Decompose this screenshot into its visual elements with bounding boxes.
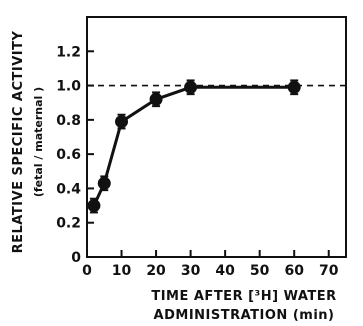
- x-tick-label: 70: [319, 263, 339, 279]
- y-tick-label: 1.2: [56, 44, 81, 60]
- data-point: [149, 92, 163, 106]
- y-axis-title: RELATIVE SPECIFIC ACTIVITY: [11, 31, 26, 254]
- data-point: [115, 115, 129, 129]
- x-tick-label: 40: [215, 263, 235, 279]
- x-axis-subtitle: ADMINISTRATION (min): [154, 308, 335, 323]
- data-point: [97, 176, 111, 190]
- x-tick-label: 50: [250, 263, 270, 279]
- x-axis-title-part: TIME AFTER [³H] WATER: [151, 289, 336, 304]
- series-line: [92, 85, 295, 207]
- x-axis-title: TIME AFTER [³H] WATER: [151, 289, 336, 304]
- series-layer: [87, 79, 301, 214]
- y-tick-label: 0.2: [56, 216, 81, 232]
- y-tick-label: 0.6: [56, 147, 81, 163]
- plot-frame: [86, 16, 347, 258]
- x-tick-label: 10: [112, 263, 132, 279]
- y-tick-label: 0.4: [56, 181, 81, 197]
- y-axis-subtitle: (fetal / maternal ): [32, 87, 45, 197]
- x-tick-label: 30: [181, 263, 201, 279]
- data-point: [184, 80, 198, 94]
- x-tick-label: 0: [82, 263, 92, 279]
- x-tick-label: 60: [284, 263, 304, 279]
- y-tick-label: 1.0: [56, 79, 81, 95]
- y-tick-label: 0: [71, 250, 81, 266]
- y-tick-label: 0.8: [56, 113, 81, 129]
- data-point: [287, 80, 301, 94]
- x-tick-label: 20: [146, 263, 166, 279]
- data-point: [87, 199, 101, 213]
